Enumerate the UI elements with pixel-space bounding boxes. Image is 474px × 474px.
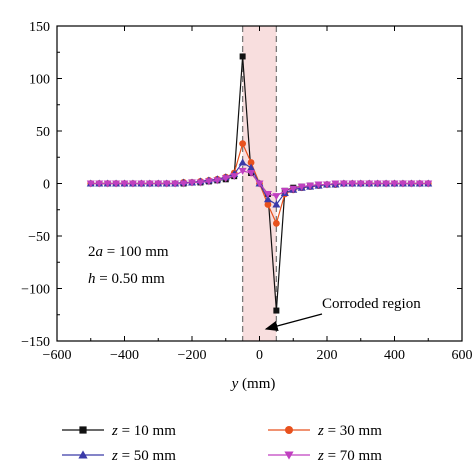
annotation-corroded-region: Corroded region [322, 296, 421, 312]
y-tick-label: 50 [36, 125, 50, 140]
annotation-arrow [264, 313, 323, 331]
data-point [154, 180, 163, 188]
data-point [407, 180, 416, 188]
annotations: 2a = 100 mm h = 0.50 mm Corroded region [88, 244, 421, 331]
data-point [188, 179, 196, 187]
data-point [239, 53, 246, 60]
legend-item-2: z = 30 mm [268, 423, 382, 439]
data-point [264, 201, 272, 208]
data-point [382, 180, 391, 188]
legend-item-1: z = 10 mm [62, 423, 176, 439]
legend-marker [285, 426, 293, 434]
x-tick-label: 400 [384, 348, 405, 363]
data-point [120, 180, 129, 188]
x-tick-label: 600 [452, 348, 473, 363]
legend-label: z = 30 mm [317, 423, 382, 439]
axes: −600 −400 −200 0 200 400 600 −150 −100 −50 0 50 100 1… [21, 20, 472, 392]
data-point [314, 181, 323, 189]
legend: z = 10 mm z = 30 mm z = 50 mm z = 70 mm [62, 423, 382, 464]
data-point [373, 180, 382, 188]
y-tick-label: −150 [21, 335, 50, 350]
data-point [398, 180, 407, 188]
data-point [204, 178, 213, 186]
data-point [390, 180, 399, 188]
data-point [247, 163, 256, 171]
x-tick-label: −400 [110, 348, 139, 363]
data-point [162, 180, 171, 188]
legend-label: z = 70 mm [317, 448, 382, 464]
data-point [137, 180, 146, 188]
data-point [230, 173, 239, 181]
data-point [331, 180, 340, 188]
data-point [263, 195, 272, 203]
data-point [339, 180, 348, 188]
data-point [348, 180, 357, 188]
x-tick-label: −600 [43, 348, 72, 363]
y-tick-label: 100 [29, 73, 50, 88]
legend-item-4: z = 70 mm [268, 448, 382, 464]
data-point [238, 158, 247, 166]
data-point [297, 183, 306, 191]
legend-marker [79, 426, 87, 434]
data-point [306, 182, 315, 190]
data-point [424, 180, 433, 188]
x-tick-label: 0 [256, 348, 263, 363]
data-point [103, 180, 112, 188]
data-point [221, 175, 230, 183]
data-point [179, 180, 188, 188]
data-point [289, 185, 298, 193]
data-point [171, 180, 180, 188]
y-tick-label: −100 [21, 283, 50, 298]
legend-label: z = 10 mm [111, 423, 176, 439]
data-point [95, 180, 104, 188]
data-point [323, 181, 331, 189]
data-point [128, 180, 137, 188]
data-point [356, 180, 365, 188]
data-point [247, 170, 256, 177]
series-group [86, 53, 433, 314]
data-point [86, 180, 95, 188]
legend-marker [284, 451, 294, 460]
data-point [112, 180, 121, 188]
x-tick-label: 200 [317, 348, 338, 363]
y-tick-label: −50 [28, 230, 50, 245]
y-tick-label: 0 [43, 178, 50, 193]
data-point [247, 159, 255, 166]
data-point [196, 179, 205, 187]
data-point [272, 193, 281, 201]
data-point [263, 191, 272, 198]
data-point [213, 177, 222, 185]
data-point [280, 187, 289, 195]
annotation-h: h = 0.50 mm [88, 271, 165, 287]
x-axis-title: y (mm) [230, 376, 276, 392]
data-point [145, 180, 154, 188]
data-point [365, 180, 374, 188]
legend-label: z = 50 mm [111, 448, 176, 464]
legend-marker [78, 450, 88, 459]
data-point [272, 200, 281, 208]
data-point [272, 220, 280, 227]
data-point [273, 307, 280, 314]
series-4 [86, 167, 433, 201]
annotation-2a: 2a = 100 mm [88, 244, 169, 260]
y-tick-label: 150 [29, 20, 50, 35]
x-tick-label: −200 [178, 348, 207, 363]
data-point [239, 140, 247, 148]
data-point [415, 180, 424, 188]
data-point [255, 180, 264, 188]
legend-item-3: z = 50 mm [62, 448, 176, 464]
data-point [238, 167, 247, 175]
